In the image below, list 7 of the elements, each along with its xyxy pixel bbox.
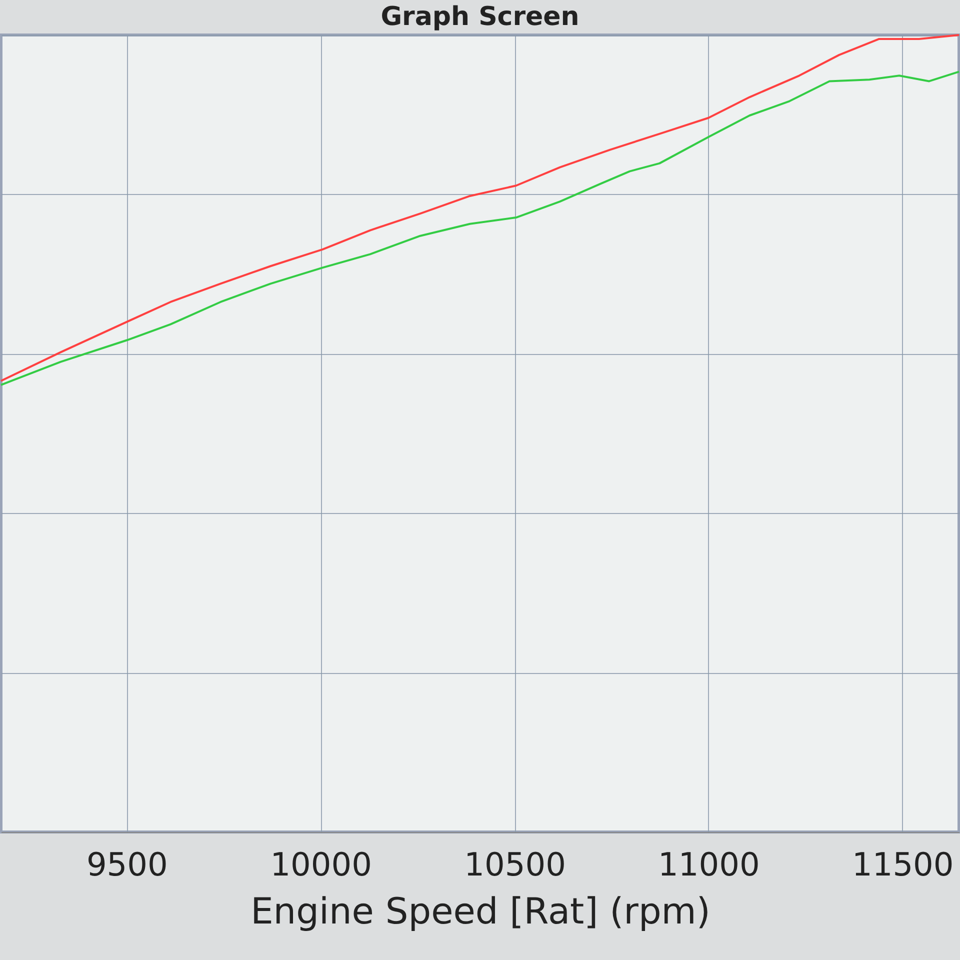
x-tick-label: 10500 bbox=[464, 846, 566, 884]
x-tick-label: 10000 bbox=[270, 846, 372, 884]
x-tick-label: 11500 bbox=[852, 846, 954, 884]
x-tick-label: 11000 bbox=[658, 846, 760, 884]
x-tick-label: 9500 bbox=[86, 846, 168, 884]
chart-title: Graph Screen bbox=[380, 2, 580, 32]
x-axis-title: Engine Speed [Rat] (rpm) bbox=[250, 892, 710, 932]
